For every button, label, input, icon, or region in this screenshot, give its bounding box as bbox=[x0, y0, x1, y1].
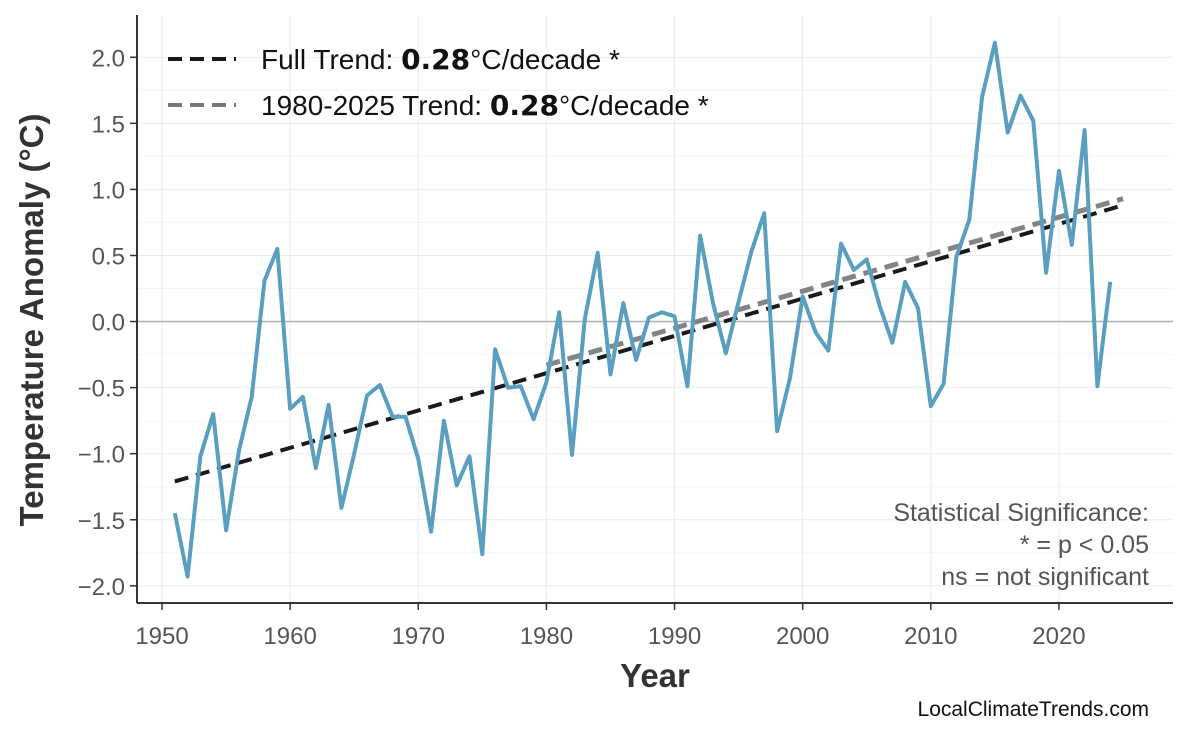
significance-star: * = p < 0.05 bbox=[1020, 531, 1149, 559]
trend-lines bbox=[175, 199, 1123, 482]
x-tick-label: 1970 bbox=[392, 623, 445, 650]
x-axis-ticks: 1950 1960 1970 1980 1990 2000 2010 2020 bbox=[135, 603, 1085, 650]
x-axis-label: Year bbox=[620, 657, 690, 694]
y-axis-ticks: 2.0 1.5 1.0 0.5 0.0 −0.5 −1.0 −1.5 −2.0 bbox=[78, 45, 137, 601]
significance-note: Statistical Significance: * = p < 0.05 n… bbox=[893, 499, 1149, 591]
data-series bbox=[175, 43, 1111, 577]
source-caption: LocalClimateTrends.com bbox=[918, 698, 1149, 721]
trend-line-full bbox=[175, 205, 1123, 481]
x-tick-label: 2000 bbox=[776, 623, 829, 650]
y-axis-label: Temperature Anomaly (°C) bbox=[13, 114, 50, 527]
y-tick-label: 1.0 bbox=[92, 177, 125, 204]
x-tick-label: 2010 bbox=[904, 623, 957, 650]
x-tick-label: 1960 bbox=[263, 623, 316, 650]
y-tick-label: −2.0 bbox=[78, 574, 125, 601]
y-tick-label: 2.0 bbox=[92, 45, 125, 72]
x-tick-label: 1980 bbox=[520, 623, 573, 650]
legend-entry-1980-trend: 1980-2025 Trend: 0.28°C/decade * bbox=[261, 89, 709, 122]
legend-entry-full-trend: Full Trend: 0.28°C/decade * bbox=[261, 43, 620, 76]
significance-title: Statistical Significance: bbox=[893, 499, 1149, 527]
y-tick-label: −1.5 bbox=[78, 508, 125, 535]
y-tick-label: 0.5 bbox=[92, 243, 125, 270]
x-tick-label: 1950 bbox=[135, 623, 188, 650]
significance-ns: ns = not significant bbox=[941, 563, 1149, 591]
x-tick-label: 2020 bbox=[1032, 623, 1085, 650]
y-tick-label: −0.5 bbox=[78, 376, 125, 403]
x-tick-label: 1990 bbox=[648, 623, 701, 650]
y-tick-label: 0.0 bbox=[92, 310, 125, 337]
y-tick-label: 1.5 bbox=[92, 111, 125, 138]
legend: Full Trend: 0.28°C/decade * 1980-2025 Tr… bbox=[168, 43, 709, 122]
anomaly-line bbox=[175, 43, 1110, 577]
y-tick-label: −1.0 bbox=[78, 442, 125, 469]
